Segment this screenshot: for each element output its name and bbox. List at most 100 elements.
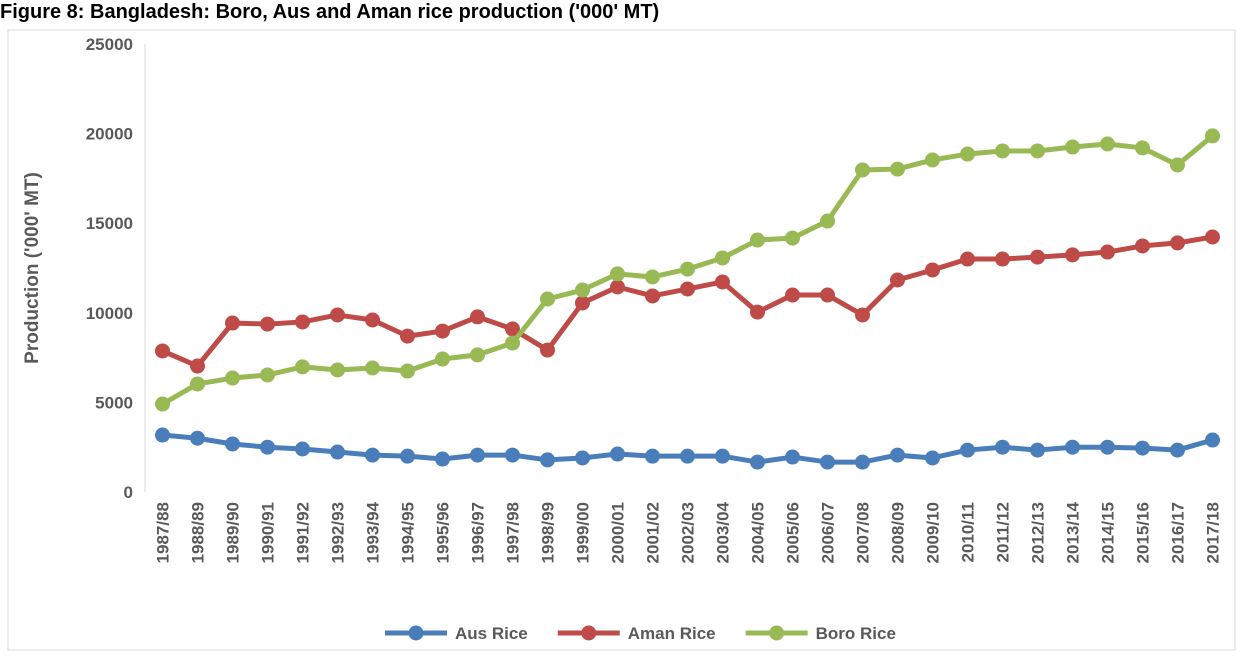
- data-point: [995, 143, 1010, 159]
- x-tick-label: 2000/01: [609, 502, 628, 563]
- data-point: [995, 251, 1010, 267]
- data-point: [855, 162, 870, 178]
- data-point: [400, 448, 415, 464]
- x-tick-label: 2003/04: [714, 501, 733, 563]
- data-point: [470, 447, 485, 463]
- x-tick-label: 1994/95: [399, 502, 418, 563]
- data-point: [750, 232, 765, 248]
- y-tick-label: 5000: [95, 393, 133, 412]
- data-point: [820, 454, 835, 470]
- data-point: [225, 370, 240, 386]
- data-point: [295, 359, 310, 375]
- data-point: [1205, 229, 1220, 245]
- data-point: [225, 315, 240, 331]
- legend-marker: [581, 625, 597, 641]
- legend-label: Boro Rice: [816, 624, 896, 643]
- x-tick-label: 1990/91: [259, 502, 278, 563]
- x-tick-label: 1993/94: [364, 501, 383, 563]
- x-tick-label: 1992/93: [329, 502, 348, 563]
- legend-marker: [408, 625, 424, 641]
- data-point: [890, 161, 905, 177]
- x-tick-label: 1991/92: [294, 502, 313, 563]
- data-point: [925, 152, 940, 168]
- data-point: [750, 454, 765, 470]
- data-point: [715, 250, 730, 266]
- data-point: [575, 450, 590, 466]
- x-tick-label: 2008/09: [889, 502, 908, 563]
- data-point: [190, 376, 205, 392]
- data-point: [1205, 432, 1220, 448]
- data-point: [155, 343, 170, 359]
- legend-label: Aman Rice: [628, 624, 716, 643]
- data-point: [260, 367, 275, 383]
- data-point: [190, 430, 205, 446]
- data-point: [260, 439, 275, 455]
- data-point: [505, 447, 520, 463]
- data-point: [610, 446, 625, 462]
- data-point: [365, 312, 380, 328]
- data-point: [505, 321, 520, 337]
- data-point: [365, 360, 380, 376]
- data-point: [1135, 440, 1150, 456]
- data-point: [715, 274, 730, 290]
- x-tick-label: 2017/18: [1204, 502, 1223, 563]
- data-point: [225, 436, 240, 452]
- data-point: [435, 351, 450, 367]
- data-point: [1205, 128, 1220, 144]
- data-point: [715, 448, 730, 464]
- data-point: [400, 363, 415, 379]
- y-tick-label: 15000: [86, 214, 133, 233]
- data-point: [1100, 439, 1115, 455]
- data-point: [1030, 442, 1045, 458]
- data-point: [1170, 235, 1185, 251]
- data-point: [820, 287, 835, 303]
- data-point: [890, 447, 905, 463]
- y-axis-label: Production ('000' MT): [22, 172, 43, 364]
- data-point: [680, 261, 695, 277]
- data-point: [330, 444, 345, 460]
- data-point: [470, 309, 485, 325]
- data-point: [1030, 249, 1045, 265]
- data-point: [575, 295, 590, 311]
- data-point: [960, 251, 975, 267]
- data-point: [1065, 247, 1080, 263]
- data-point: [645, 269, 660, 285]
- data-point: [785, 230, 800, 246]
- x-tick-label: 2009/10: [924, 502, 943, 563]
- x-tick-label: 2013/14: [1064, 501, 1083, 563]
- data-point: [1065, 139, 1080, 155]
- data-point: [330, 307, 345, 323]
- data-point: [1135, 238, 1150, 254]
- data-point: [435, 323, 450, 339]
- data-point: [365, 447, 380, 463]
- data-point: [680, 281, 695, 297]
- data-point: [575, 282, 590, 298]
- x-tick-label: 1988/89: [189, 502, 208, 563]
- data-point: [960, 146, 975, 162]
- data-point: [190, 358, 205, 374]
- data-point: [785, 449, 800, 465]
- x-tick-label: 2012/13: [1029, 502, 1048, 563]
- data-point: [610, 266, 625, 282]
- data-point: [645, 448, 660, 464]
- x-tick-label: 1996/97: [469, 502, 488, 563]
- y-tick-label: 25000: [86, 35, 133, 54]
- data-point: [1170, 157, 1185, 173]
- data-point: [785, 287, 800, 303]
- chart-title: Figure 8: Bangladesh: Boro, Aus and Aman…: [0, 1, 659, 23]
- data-point: [925, 262, 940, 278]
- x-tick-label: 2007/08: [854, 502, 873, 563]
- y-tick-label: 20000: [86, 125, 133, 144]
- x-tick-label: 2004/05: [749, 502, 768, 563]
- series-line: [161, 234, 1213, 369]
- y-tick-label: 10000: [86, 304, 133, 323]
- data-point: [1100, 136, 1115, 152]
- data-point: [820, 213, 835, 229]
- x-tick-label: 1998/99: [539, 502, 558, 563]
- x-tick-label: 1999/00: [574, 502, 593, 563]
- x-tick-label: 1987/88: [154, 502, 173, 563]
- data-point: [750, 304, 765, 320]
- x-tick-label: 2010/11: [959, 502, 978, 563]
